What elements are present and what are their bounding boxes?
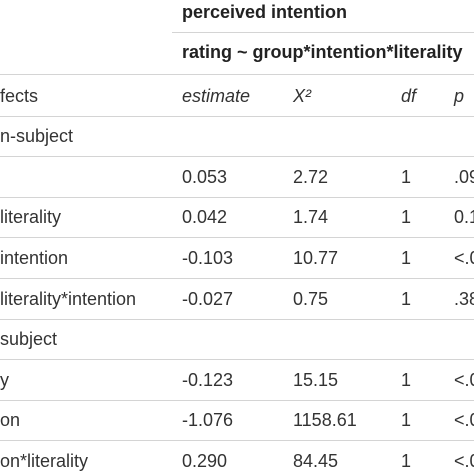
row-rule <box>0 359 474 360</box>
row-effect: y <box>0 370 9 390</box>
row-estimate: 0.053 <box>182 167 228 187</box>
row-chi2: 0.75 <box>293 289 329 309</box>
table-title: perceived intention <box>182 2 348 22</box>
row-chi2: 84.45 <box>293 451 339 471</box>
row-rule <box>0 319 474 320</box>
row-effect: literality*intention <box>0 289 137 309</box>
row-rule <box>0 400 474 401</box>
section-label: subject <box>0 329 58 349</box>
row-df: 1 <box>401 289 412 309</box>
section-label: n-subject <box>0 126 74 146</box>
col-header-estimate: estimate <box>182 86 251 106</box>
row-estimate: -0.123 <box>182 370 234 390</box>
row-chi2: 1158.61 <box>293 410 357 430</box>
row-rule <box>0 197 474 198</box>
row-chi2: 15.15 <box>293 370 339 390</box>
col-header-p: p <box>454 86 465 106</box>
row-df: 1 <box>401 410 412 430</box>
row-p: .09 <box>454 167 474 187</box>
col-header-chi2: X² <box>293 86 311 106</box>
row-estimate: -0.027 <box>182 289 234 309</box>
row-chi2: 2.72 <box>293 167 329 187</box>
row-rule <box>0 278 474 279</box>
row-df: 1 <box>401 207 412 227</box>
row-p: 0.1 <box>454 207 474 227</box>
row-estimate: 0.290 <box>182 451 228 471</box>
row-p: <.0 <box>454 370 474 390</box>
row-estimate: -1.076 <box>182 410 234 430</box>
row-p: <.0 <box>454 248 474 268</box>
model-rule <box>0 74 474 75</box>
model-formula: rating ~ group*intention*literality <box>182 42 463 62</box>
row-effect: literality <box>0 207 62 227</box>
row-df: 1 <box>401 451 412 471</box>
row-p: <.0 <box>454 410 474 430</box>
col-header-effects: fects <box>0 86 39 106</box>
row-chi2: 10.77 <box>293 248 339 268</box>
header-rule <box>0 116 474 117</box>
row-rule <box>0 156 474 157</box>
row-effect: on*literality <box>0 451 89 471</box>
row-p: <.0 <box>454 451 474 471</box>
col-header-df: df <box>401 86 417 106</box>
row-df: 1 <box>401 370 412 390</box>
row-df: 1 <box>401 248 412 268</box>
row-chi2: 1.74 <box>293 207 329 227</box>
row-df: 1 <box>401 167 412 187</box>
row-rule <box>0 440 474 441</box>
row-estimate: 0.042 <box>182 207 228 227</box>
title-rule <box>172 32 474 33</box>
row-effect: on <box>0 410 21 430</box>
row-estimate: -0.103 <box>182 248 234 268</box>
row-p: .38 <box>454 289 474 309</box>
row-rule <box>0 237 474 238</box>
row-effect: intention <box>0 248 69 268</box>
